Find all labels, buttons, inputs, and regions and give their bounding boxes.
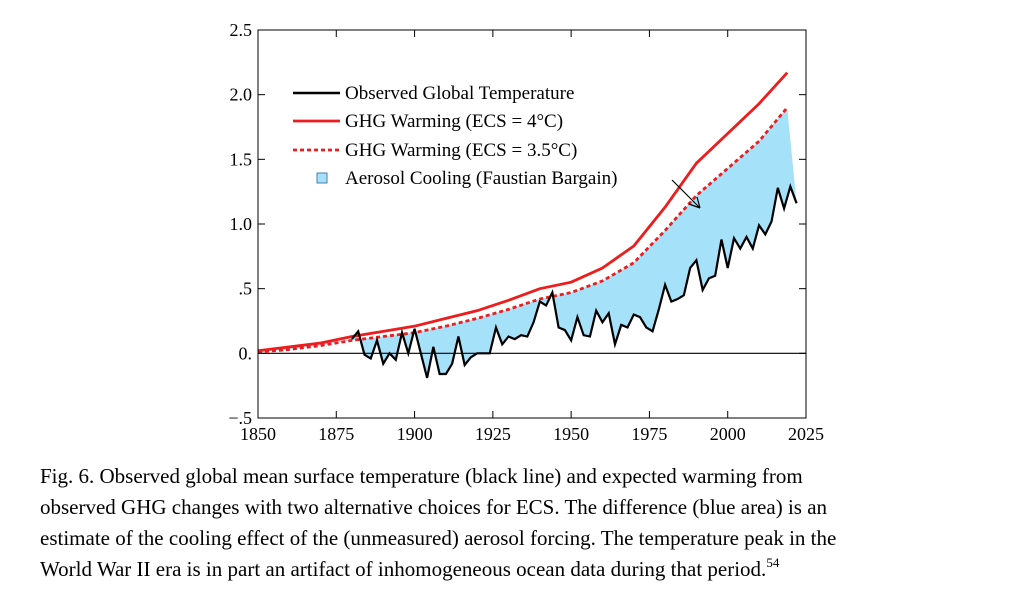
x-tick-label: 1975 [631,424,667,444]
caption-line: World War II era is in part an artifact … [40,555,780,581]
x-tick-label: 1900 [397,424,433,444]
y-tick-label: 1.0 [230,214,253,234]
y-tick-label: −.5 [228,408,252,428]
caption-line: Fig. 6. Observed global mean surface tem… [40,464,803,488]
legend-swatch [316,172,328,184]
caption-line: observed GHG changes with two alternativ… [40,495,828,519]
y-tick-label: 2.0 [230,85,253,105]
legend-label: GHG Warming (ECS = 3.5°C) [345,140,577,161]
x-tick-label: 2000 [710,424,746,444]
y-tick-label: 2.5 [230,20,253,40]
annotation-arrow [671,179,701,209]
x-tick-label: 2025 [788,424,824,444]
legend-label: Observed Global Temperature [345,83,574,104]
y-tick-label: 1.5 [230,149,253,169]
x-tick-label: 1850 [240,424,276,444]
y-tick-label: .5 [239,279,253,299]
area [258,107,797,378]
caption-reference: 54 [766,555,780,570]
y-tick-label: 0. [239,343,253,363]
x-tick-label: 1950 [553,424,589,444]
x-tick-label: 1875 [318,424,354,444]
x-tick-label: 1925 [475,424,511,444]
line [257,71,789,353]
line [351,182,798,379]
caption-text: World War II era is in part an artifact … [40,557,766,581]
legend-label: Aerosol Cooling (Faustian Bargain) [345,168,617,189]
legend-label: GHG Warming (ECS = 4°C) [345,111,563,132]
caption-line: estimate of the cooling effect of the (u… [40,526,836,550]
